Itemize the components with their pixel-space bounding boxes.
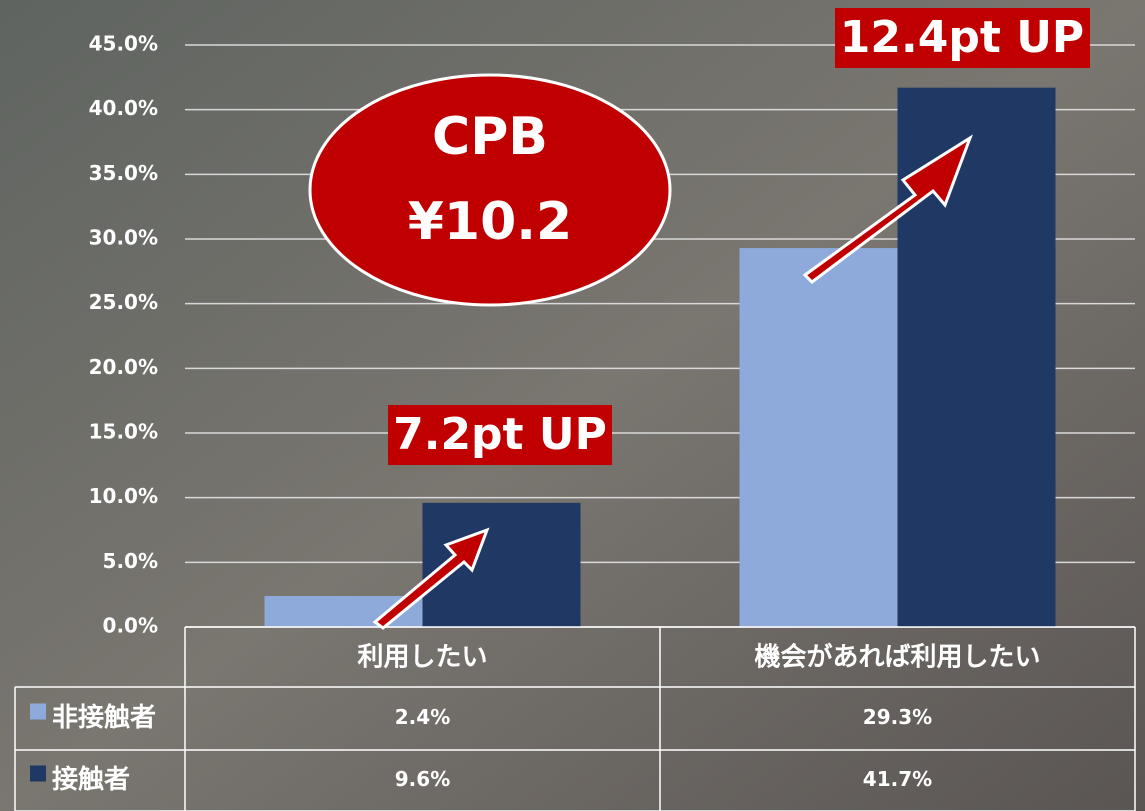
arrow	[372, 527, 490, 630]
x-tick-label: 利用したい	[357, 643, 487, 673]
callout-ellipse	[308, 73, 672, 307]
y-tick-label: 40.0%	[89, 96, 158, 120]
data-label: 9.6%	[395, 767, 450, 791]
legend-swatch	[30, 703, 46, 720]
bar	[739, 248, 898, 627]
data-label: 29.3%	[863, 705, 932, 729]
annotation-box	[835, 8, 1090, 68]
y-tick-label: 0.0%	[103, 614, 158, 638]
legend-label: 接触者	[52, 765, 130, 795]
y-tick-label: 25.0%	[89, 290, 158, 314]
y-tick-label: 20.0%	[89, 355, 158, 379]
y-tick-label: 10.0%	[89, 484, 158, 508]
y-tick-label: 15.0%	[89, 420, 158, 444]
y-tick-label: 45.0%	[89, 32, 158, 56]
y-tick-label: 35.0%	[89, 161, 158, 185]
annotation: ¥10.2	[408, 192, 572, 252]
annotation: CPB	[432, 107, 548, 167]
arrow	[802, 134, 973, 284]
annotation: 12.4pt UP	[840, 12, 1084, 63]
y-tick-label: 5.0%	[103, 549, 158, 573]
data-label: 2.4%	[395, 705, 450, 729]
annotation: 7.2pt UP	[393, 409, 607, 460]
legend-label: 非接触者	[52, 703, 156, 733]
x-tick-label: 機会があれば利用したい	[754, 642, 1040, 673]
annotation-box	[388, 405, 612, 465]
data-label: 41.7%	[863, 767, 932, 791]
legend-swatch	[30, 765, 46, 782]
annotations: CPB ¥10.2 12.4pt UP 7.2pt UP	[308, 8, 1090, 630]
y-tick-label: 30.0%	[89, 226, 158, 250]
